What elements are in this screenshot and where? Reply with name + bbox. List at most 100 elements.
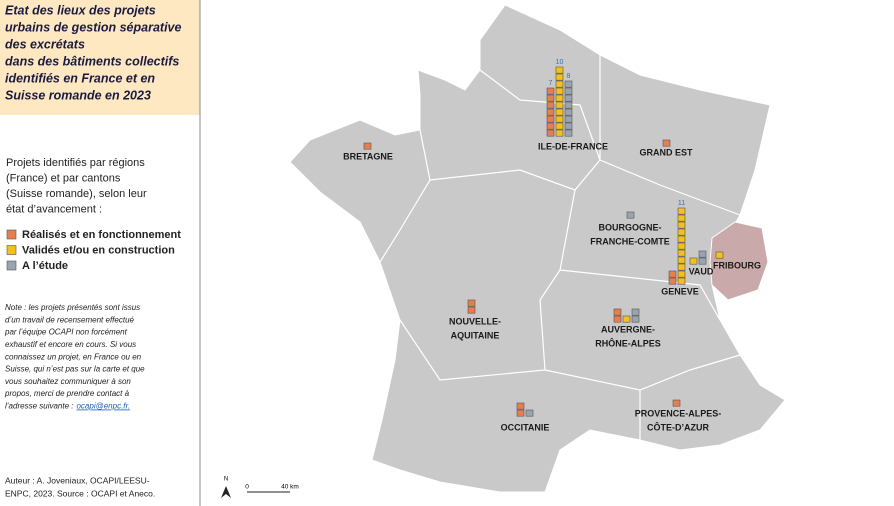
project-square (555, 122, 564, 130)
region-label: RHÔNE-ALPES (595, 337, 661, 348)
project-square (631, 315, 640, 323)
region-label: FRANCHE-COMTE (590, 236, 670, 246)
legend-swatch (6, 245, 17, 255)
project-square (677, 256, 686, 264)
title-line: Suisse romande en 2023 (5, 88, 151, 102)
author-line: ENPC, 2023. Source : OCAPI et Aneco. (5, 488, 155, 498)
region-label: PROVENCE-ALPES- (635, 408, 722, 418)
project-square (677, 235, 686, 243)
north-label: N (224, 477, 228, 483)
legend-label: A l’étude (22, 260, 68, 272)
note-line: Suisse, qui n’est pas sur la carte et qu… (5, 365, 145, 374)
email-link[interactable]: ocapi@enpc.fr. (76, 402, 130, 411)
project-square (677, 228, 686, 236)
scale-label: 40 km (281, 484, 299, 491)
project-square (631, 308, 640, 316)
project-square (546, 115, 555, 123)
title-box (0, 0, 200, 115)
project-square (555, 115, 564, 123)
project-square (555, 94, 564, 102)
region-label: AUVERGNE- (601, 324, 655, 334)
count-label: 11 (678, 200, 685, 207)
legend-swatch (6, 229, 17, 240)
project-square (546, 94, 555, 102)
region-label: CÔTE-D’AZUR (647, 421, 709, 432)
project-square (677, 221, 686, 229)
title-line: dans des bâtiments collectifs (5, 54, 179, 68)
region-label: VAUD (689, 266, 714, 276)
project-square (613, 315, 622, 323)
count-label: 7 (549, 80, 553, 87)
count-label: 10 (556, 59, 564, 66)
project-square (668, 277, 677, 285)
note-line: d’un travail de recensement effectué (5, 315, 135, 324)
project-square (677, 263, 686, 271)
project-square (555, 101, 564, 109)
title-line: des excrétats (5, 37, 85, 51)
scale-label: 0 (245, 484, 249, 491)
north-arrow (221, 486, 231, 498)
project-square (546, 87, 555, 95)
legend-label: Validés et/ou en construction (22, 244, 175, 256)
project-square (564, 101, 573, 109)
project-square (555, 87, 564, 95)
project-square (668, 270, 677, 278)
legend-label: Réalisés et en fonctionnement (22, 229, 181, 241)
region-label: BOURGOGNE- (599, 222, 662, 232)
project-square (677, 207, 686, 215)
project-square (677, 249, 686, 257)
legend-intro: état d’avancement : (6, 203, 102, 215)
note-line: l’adresse suivante : (5, 402, 73, 411)
legend-intro: (France) et par cantons (6, 172, 121, 184)
project-square (564, 122, 573, 130)
title-line: urbains de gestion séparative (5, 20, 181, 34)
title-line: Etat des lieux des projets (5, 3, 156, 17)
author-line: Auteur : A. Joveniaux, OCAPI/LEESU- (5, 475, 150, 485)
project-square (516, 402, 525, 410)
project-square (622, 315, 631, 323)
title-line: identifiés en France et en (5, 71, 155, 85)
project-square (677, 270, 686, 278)
switzerland-shape (709, 221, 769, 301)
note-line: propos, merci de prendre contact à (4, 389, 130, 398)
project-square (672, 399, 681, 407)
project-square (516, 409, 525, 417)
project-square (677, 242, 686, 250)
project-square (564, 94, 573, 102)
project-square (546, 101, 555, 109)
note-line: connaissez un projet, en France ou en (5, 352, 142, 361)
project-square (555, 73, 564, 81)
region-label: FRIBOURG (713, 260, 761, 270)
region-label: AQUITAINE (451, 330, 500, 340)
project-square (698, 257, 707, 265)
region-label: GRAND EST (639, 147, 693, 157)
project-square (677, 214, 686, 222)
project-square (689, 257, 698, 265)
project-square (564, 80, 573, 88)
project-square (564, 115, 573, 123)
legend-intro: (Suisse romande), selon leur (6, 188, 147, 200)
note-line: exhaustif et encore en cours. Si vous (5, 340, 136, 349)
project-square (626, 211, 635, 219)
region-label: GENEVE (661, 286, 699, 296)
legend-intro: Projets identifiés par régions (6, 157, 145, 169)
project-square (467, 306, 476, 314)
project-square (363, 142, 372, 150)
project-square (564, 87, 573, 95)
project-square (555, 80, 564, 88)
legend-swatch (6, 260, 17, 271)
region-border (399, 189, 576, 381)
project-square (546, 129, 555, 137)
project-square (467, 299, 476, 307)
project-square (715, 251, 724, 259)
project-square (564, 108, 573, 116)
project-square (613, 308, 622, 316)
project-square (555, 129, 564, 137)
note-line: par l’équipe OCAPI non forcément (4, 328, 128, 337)
count-label: 8 (567, 73, 571, 80)
project-square (677, 277, 686, 285)
region-border (559, 269, 721, 321)
project-square (662, 139, 671, 147)
